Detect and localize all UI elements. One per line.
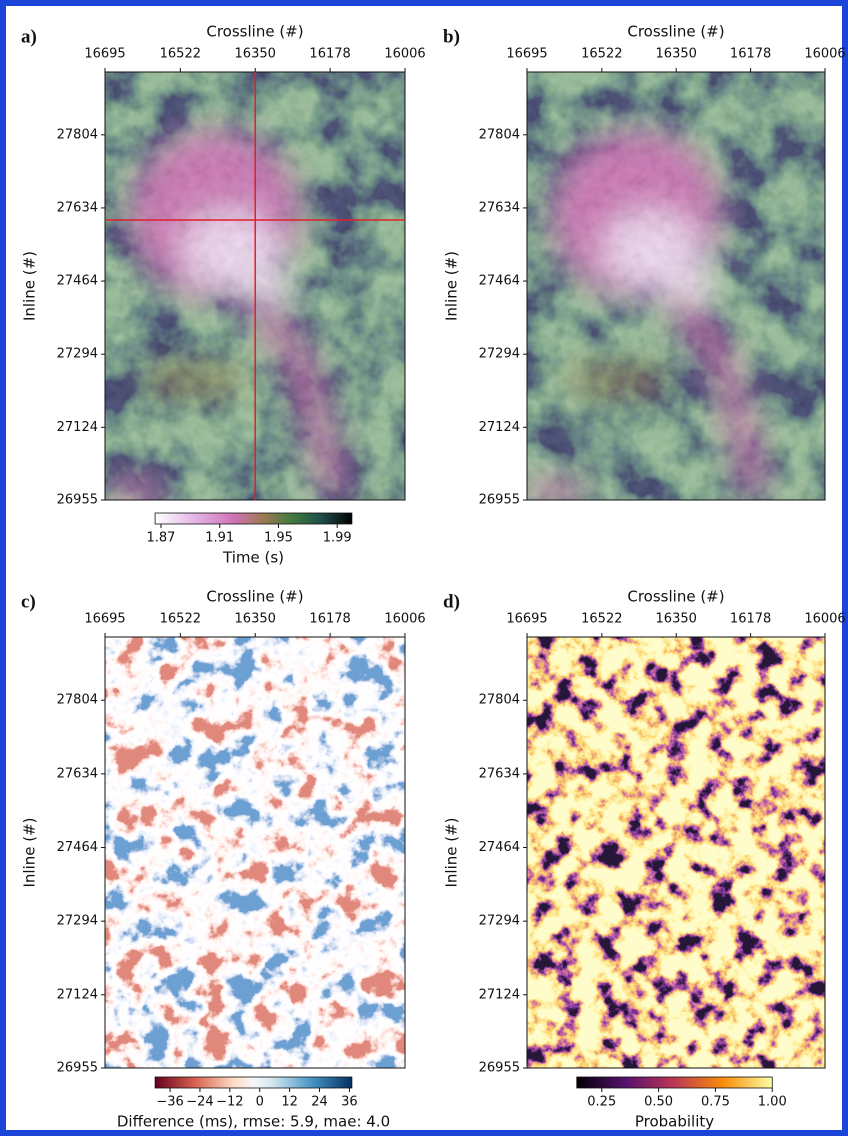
y-tick-label: 26955 [57,1061,98,1076]
y-tick-label: 27294 [479,914,520,929]
y-tick-label: 27124 [479,987,520,1002]
colorbar-tick-label: 0 [256,1095,264,1110]
y-axis-label: Inline (#) [21,251,39,321]
y-tick-label: 27464 [57,274,98,289]
y-tick-label: 27124 [57,987,98,1002]
colorbar-tick-label: 0.25 [587,1095,616,1110]
x-tick-label: 16522 [160,612,201,627]
colorbar-tick-label: 1.95 [264,531,293,546]
colorbar-label: Difference (ms), rmse: 5.9, mae: 4.0 [117,1113,390,1131]
x-tick-label: 16522 [160,47,201,62]
x-tick-label: 16178 [730,47,771,62]
y-tick-label: 27124 [479,420,520,435]
panel-label: b) [443,26,460,47]
colorbar [154,512,353,525]
y-tick-label: 27804 [479,693,520,708]
y-axis-label: Inline (#) [443,817,461,887]
x-tick-label: 16350 [656,47,697,62]
y-axis-label: Inline (#) [443,251,461,321]
y-tick-label: 27634 [479,200,520,215]
x-tick-label: 16350 [235,612,276,627]
y-tick-label: 27804 [479,127,520,142]
heatmap-image [527,637,825,1068]
x-tick-label: 16006 [804,612,845,627]
y-tick-label: 27804 [57,127,98,142]
colorbar-tick-label: 0.75 [701,1095,730,1110]
x-tick-label: 16695 [506,612,547,627]
y-tick-label: 26955 [57,493,98,508]
y-tick-label: 27124 [57,420,98,435]
colorbar-tick-label: 24 [311,1095,328,1110]
x-tick-label: 16006 [804,47,845,62]
y-tick-label: 27634 [479,766,520,781]
colorbar-tick-label: −12 [216,1095,243,1110]
x-tick-label: 16350 [235,47,276,62]
colorbar-label: Probability [635,1113,714,1131]
heatmap-image [527,72,825,500]
y-tick-label: 27634 [57,200,98,215]
colorbar-tick-label: −24 [186,1095,213,1110]
y-tick-label: 27294 [57,914,98,929]
x-tick-label: 16178 [309,612,350,627]
x-tick-label: 16178 [309,47,350,62]
colorbar-label: Time (s) [222,549,284,567]
colorbar-tick-label: −36 [156,1095,183,1110]
colorbar-tick-label: 12 [281,1095,298,1110]
y-tick-label: 27294 [57,347,98,362]
x-tick-label: 16178 [730,612,771,627]
y-tick-label: 27464 [479,840,520,855]
x-tick-label: 16006 [384,612,425,627]
colorbar-tick-label: 1.99 [323,531,352,546]
heatmap-image [105,637,405,1068]
colorbar-tick-label: 36 [341,1095,358,1110]
x-axis-label: Crossline (#) [627,588,724,606]
y-axis-label: Inline (#) [21,817,39,887]
x-tick-label: 16350 [656,612,697,627]
panel-label: a) [21,26,37,47]
x-tick-label: 16006 [384,47,425,62]
y-tick-label: 26955 [479,1061,520,1076]
x-axis-label: Crossline (#) [206,23,303,41]
y-tick-label: 27294 [479,347,520,362]
x-axis-label: Crossline (#) [206,588,303,606]
y-tick-label: 27804 [57,693,98,708]
x-tick-label: 16695 [506,47,547,62]
x-tick-label: 16695 [84,612,125,627]
x-axis-label: Crossline (#) [627,23,724,41]
colorbar-tick-label: 1.00 [758,1095,787,1110]
colorbar [576,1076,773,1089]
panel-label: c) [21,591,36,612]
y-tick-label: 26955 [479,493,520,508]
x-tick-label: 16522 [581,612,622,627]
y-tick-label: 27464 [479,274,520,289]
colorbar-tick-label: 1.87 [146,531,175,546]
x-tick-label: 16695 [84,47,125,62]
colorbar-tick-label: 1.91 [205,531,234,546]
y-tick-label: 27464 [57,840,98,855]
x-tick-label: 16522 [581,47,622,62]
y-tick-label: 27634 [57,766,98,781]
panel-label: d) [443,591,460,612]
colorbar-tick-label: 0.50 [644,1095,673,1110]
colorbar [154,1076,353,1089]
